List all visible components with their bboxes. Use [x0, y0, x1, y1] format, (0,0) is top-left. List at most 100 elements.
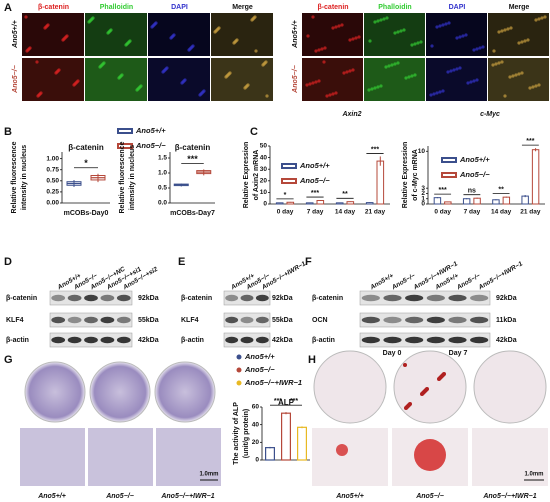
cell: [517, 41, 521, 45]
cell: [534, 18, 538, 22]
significance: ***: [311, 190, 319, 197]
cell: [39, 91, 43, 95]
cell: [497, 61, 501, 65]
band: [361, 294, 380, 302]
group-label: Ano5−/−: [105, 493, 134, 500]
cell: [528, 86, 532, 90]
bar: [531, 149, 540, 205]
cell: [514, 73, 518, 77]
stain-label: Phalloidin: [100, 4, 133, 11]
group-label: Ano5+/+: [37, 493, 66, 500]
y-tick-label: 0.25: [46, 189, 59, 196]
cell: [446, 70, 450, 74]
cell: [526, 38, 530, 42]
cell: [534, 84, 538, 88]
cell: [376, 19, 380, 23]
cell: [334, 91, 338, 95]
cell: [461, 34, 465, 38]
cell: [314, 80, 318, 84]
legend-label: Ano5+/+: [299, 161, 330, 170]
y-axis-label: intensity in nucleus: [21, 145, 28, 210]
cell: [314, 49, 318, 53]
cell: [472, 79, 476, 83]
size-label: 42kDa: [272, 337, 293, 344]
cell: [449, 69, 453, 73]
band: [240, 294, 254, 302]
significance: ***: [187, 154, 198, 164]
cell: [413, 42, 417, 46]
culture-dish: [154, 361, 216, 423]
cell: [441, 89, 445, 93]
bar: [316, 200, 325, 205]
band: [255, 336, 269, 344]
band: [240, 336, 254, 344]
significance: ***: [371, 146, 379, 153]
bar: [502, 196, 511, 205]
stain-label: DAPI: [449, 4, 466, 11]
cell: [367, 88, 371, 92]
y-axis-label: Relative Expression: [402, 142, 409, 209]
axis: [261, 407, 310, 461]
lane-label: Ano5−/−+IWR−1: [477, 260, 525, 291]
micrograph: [22, 58, 84, 101]
band: [255, 316, 269, 324]
group-label: Ano5−/−: [415, 493, 444, 500]
bar: [265, 447, 276, 461]
y-tick-label: 0.00: [46, 200, 59, 207]
cell: [384, 65, 388, 69]
band: [240, 316, 254, 324]
cell: [503, 94, 507, 98]
cell: [128, 39, 132, 43]
cell: [396, 30, 400, 34]
band: [51, 336, 66, 344]
cell: [165, 66, 169, 70]
cell: [410, 74, 414, 78]
legend-swatch: [281, 178, 297, 184]
protein-label: β-catenin: [312, 295, 343, 302]
x-tick-label: 7 day: [307, 209, 324, 216]
y-tick-label: 0.0: [158, 200, 167, 207]
cell: [325, 94, 329, 98]
band: [361, 316, 380, 324]
blot-strip: [359, 312, 491, 328]
cell: [331, 26, 335, 30]
cell: [455, 67, 459, 71]
band: [84, 316, 98, 324]
cell: [478, 46, 482, 50]
legend-label: Ano5+/+: [135, 126, 166, 135]
panel-label: E: [178, 256, 185, 268]
cell: [235, 38, 239, 42]
significance: ns: [468, 188, 476, 195]
culture-dish: [89, 361, 151, 423]
x-tick-label: 7 day: [464, 209, 481, 216]
legend-label: Ano5−/−: [459, 170, 490, 179]
y-tick-label: 1: [421, 195, 425, 202]
y-axis-label: Relative fluorescence: [11, 141, 18, 213]
legend-swatch: [441, 157, 457, 163]
legend-swatch: [117, 143, 133, 149]
band: [470, 294, 489, 302]
day-label: Day 0: [383, 350, 402, 357]
legend-label: Ano5+/+: [244, 352, 275, 361]
bar: [521, 195, 529, 205]
protein-label: β-actin: [6, 337, 29, 344]
culture-dish: [24, 361, 86, 423]
scale-label: 1.0mm: [199, 472, 218, 478]
bar: [492, 199, 500, 205]
band: [470, 316, 489, 324]
band: [51, 294, 66, 302]
micrograph: [211, 13, 273, 56]
cell: [523, 39, 527, 43]
cell: [57, 68, 61, 72]
panel-label: B: [4, 126, 12, 138]
blot-strip: [223, 312, 271, 328]
y-tick-label: 20: [260, 178, 268, 185]
cell: [264, 60, 268, 64]
y-tick-label: 10: [260, 189, 268, 196]
cell: [183, 78, 187, 82]
chart-title: ALP: [278, 398, 295, 407]
group-label: Ano5−/−+IWR−1: [482, 493, 536, 500]
stain-label: β-catenin: [317, 4, 348, 11]
x-tick-label: 14 day: [335, 209, 356, 216]
band: [426, 294, 445, 302]
